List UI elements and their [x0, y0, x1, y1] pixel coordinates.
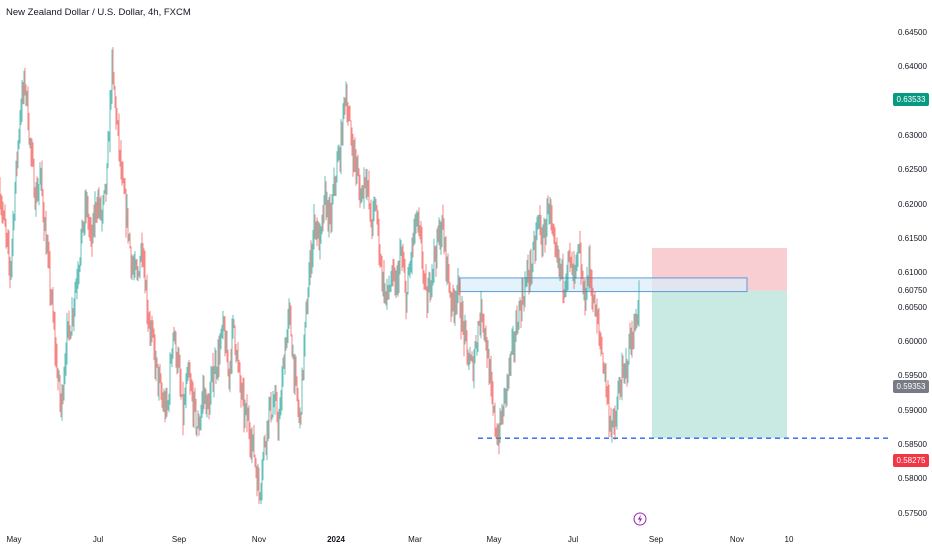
price-axis-label: 0.58000	[898, 474, 927, 484]
chart-title: New Zealand Dollar / U.S. Dollar, 4h, FX…	[6, 7, 191, 18]
price-axis-label: 0.64000	[898, 62, 927, 72]
time-axis-label: Jul	[92, 535, 104, 544]
price-badge: 0.58275	[893, 454, 929, 467]
price-axis-label: 0.60500	[898, 302, 927, 312]
time-axis-label: Sep	[648, 535, 664, 544]
price-axis-label: 0.61000	[898, 268, 927, 278]
time-axis-label: Nov	[251, 535, 267, 544]
time-axis-label: 2024	[327, 535, 345, 544]
time-axis-label: Mar	[408, 535, 422, 544]
price-axis-label: 0.60000	[898, 337, 927, 347]
price-axis-label: 0.58500	[898, 440, 927, 450]
time-axis-label: Sep	[171, 535, 187, 544]
time-axis-label: May	[486, 535, 502, 544]
time-axis-label: 10	[784, 535, 794, 544]
price-axis-label: 0.63000	[898, 131, 927, 141]
price-badge: 0.63533	[893, 93, 929, 107]
price-axis-label: 0.62000	[898, 199, 927, 209]
time-axis-label: May	[6, 535, 22, 544]
price-axis-label: 0.57500	[898, 508, 927, 518]
price-axis-label: 0.61500	[898, 234, 927, 244]
time-axis-label: Jul	[567, 535, 579, 544]
price-axis-label: 0.59000	[898, 405, 927, 415]
price-axis-label: 0.59500	[898, 371, 927, 381]
take-profit-zone	[652, 290, 787, 439]
price-badge: 0.59353	[893, 379, 929, 393]
price-axis-label: 0.60750	[898, 285, 927, 295]
support-zone-box	[459, 277, 748, 293]
lightning-icon[interactable]	[633, 512, 647, 526]
price-axis-label: 0.64500	[898, 28, 927, 38]
price-axis-label: 0.62500	[898, 165, 927, 175]
time-axis-label: Nov	[729, 535, 745, 544]
